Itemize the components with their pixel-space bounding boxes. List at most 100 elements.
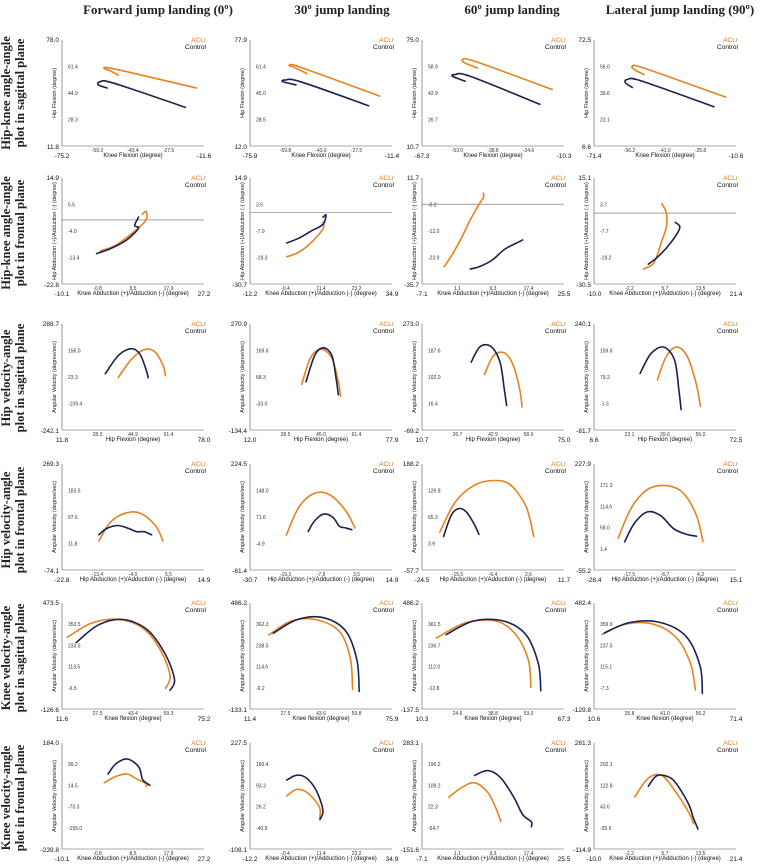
y-max-label: 281.3 bbox=[575, 740, 592, 747]
row-header-0: Hip-knee angle-angle plot in sagittal pla… bbox=[0, 28, 27, 158]
y-axis-title: Hip Flexion (degree) bbox=[52, 68, 58, 118]
x-max-label: 15.1 bbox=[730, 577, 743, 584]
y-tick-label: -4.0 bbox=[68, 229, 77, 235]
y-axis-title: Hip Flexion (degree) bbox=[584, 68, 590, 118]
x-min-label: -30.7 bbox=[243, 577, 258, 584]
legend-aclr: ACLr bbox=[379, 600, 395, 607]
x-tick-label: 9.3 bbox=[490, 851, 497, 857]
row-header-4-line2: plot in sagittal plane bbox=[13, 603, 27, 713]
chart-svg: 273.0 -69.2 10.7 75.0 26.7 42.9 58.9 187.6 102.0… bbox=[403, 321, 571, 444]
x-max-label: 27.2 bbox=[198, 856, 211, 863]
y-axis-title: Angular Velocity (degree/sec) bbox=[584, 620, 590, 692]
y-max-label: 227.9 bbox=[575, 461, 592, 468]
x-min-label: -10.1 bbox=[55, 856, 70, 863]
x-min-label: -10.0 bbox=[587, 291, 602, 298]
series-control-line bbox=[451, 72, 541, 106]
x-tick-label: 59.3 bbox=[164, 711, 174, 717]
legend-aclr: ACLr bbox=[551, 600, 567, 607]
x-tick-label: 23.1 bbox=[625, 432, 635, 438]
x-max-label: 21.4 bbox=[730, 856, 743, 863]
row-header-5: Knee velocity-angle plot in frontal plane bbox=[0, 733, 27, 863]
x-tick-label: 5.5 bbox=[165, 572, 172, 578]
chart-svg: 75.0 10.7 -67.3 -10.3 -53.0 -38.8 -24.6 58.9 42.… bbox=[406, 37, 571, 160]
y-tick-label: 23.3 bbox=[68, 375, 78, 381]
x-max-label: 75.2 bbox=[198, 716, 211, 723]
chart-panel-r0-c2: 75.0 10.7 -67.3 -10.3 -53.0 -38.8 -24.6 58.9 42.… bbox=[400, 34, 571, 164]
y-min-label: -35.7 bbox=[404, 282, 419, 289]
y-axis-title: Hip Abduction (+)/Adduction (-) (degree) bbox=[412, 182, 418, 280]
y-tick-label: -64.7 bbox=[428, 826, 440, 832]
x-tick-label: 39.6 bbox=[660, 432, 670, 438]
x-axis-title: Hip Abduction (+)/Adduction (-) (degree) bbox=[612, 577, 719, 583]
series-aclr-line bbox=[268, 617, 354, 691]
x-max-label: -11.4 bbox=[385, 153, 400, 160]
x-max-label: 25.5 bbox=[558, 856, 571, 863]
y-tick-label: -9.2 bbox=[256, 686, 265, 692]
chart-svg: 184.0 -239.8 -10.1 27.2 -0.8 8.5 17.9 99.2 14.5 -… bbox=[41, 740, 211, 863]
legend-aclr: ACLr bbox=[551, 461, 567, 468]
x-min-label: 10.6 bbox=[588, 716, 601, 723]
y-tick-label: 169.6 bbox=[256, 349, 269, 355]
x-tick-label: 17.4 bbox=[524, 851, 534, 857]
column-header-60deg: 60º jump landing bbox=[464, 2, 560, 17]
x-tick-label: -56.2 bbox=[624, 148, 636, 154]
chart-svg: 270.9 -134.4 12.0 77.9 28.5 45.0 61.4 169.6 68.3… bbox=[229, 321, 399, 444]
y-max-label: 11.7 bbox=[407, 175, 420, 182]
y-axis-title: Angular Velocity (degree/sec) bbox=[240, 760, 246, 832]
x-tick-label: -15.5 bbox=[452, 572, 464, 578]
y-max-label: 270.9 bbox=[231, 321, 248, 328]
y-tick-label: 171.3 bbox=[600, 483, 613, 489]
series-aclr-line bbox=[656, 346, 702, 408]
series-aclr-line bbox=[103, 66, 198, 89]
x-max-label: 14.9 bbox=[198, 577, 211, 584]
y-tick-label: -13.4 bbox=[68, 256, 80, 262]
x-tick-label: 45.0 bbox=[316, 432, 326, 438]
y-tick-label: 202.1 bbox=[600, 762, 613, 768]
chart-panel-r0-c0: 78.0 11.8 -75.2 -11.6 -59.3 -43.4 -27.5 61.4 44.… bbox=[40, 34, 212, 164]
y-min-label: -30.5 bbox=[576, 282, 591, 289]
x-tick-label: -43.4 bbox=[127, 148, 139, 154]
y-max-label: 482.4 bbox=[575, 600, 592, 607]
x-tick-label: -6.4 bbox=[489, 572, 498, 578]
legend-aclr: ACLr bbox=[379, 321, 395, 328]
x-max-label: 11.7 bbox=[558, 577, 571, 584]
series-aclr-line bbox=[447, 781, 502, 823]
row-header-3-line1: Hip velocity-angle bbox=[0, 471, 13, 569]
x-max-label: 21.4 bbox=[730, 291, 743, 298]
x-max-label: -11.6 bbox=[197, 153, 212, 160]
y-tick-label: 39.6 bbox=[600, 91, 610, 97]
y-max-label: 240.1 bbox=[575, 321, 592, 328]
y-min-label: -151.6 bbox=[401, 847, 420, 854]
legend-control: Control bbox=[717, 468, 739, 475]
y-tick-label: 11.8 bbox=[68, 542, 78, 548]
y-max-label: 283.1 bbox=[403, 740, 420, 747]
y-axis-title: Angular Velocity (degree/sec) bbox=[412, 341, 418, 413]
chart-panel-r1-c2: 11.7 -35.7 -7.1 25.5 1.1 9.3 17.4 -0.2 -12.0 -23.… bbox=[400, 172, 571, 302]
x-tick-label: 56.0 bbox=[696, 432, 706, 438]
y-axis-title: Angular Velocity (degree/sec) bbox=[412, 481, 418, 553]
y-tick-label: -1.3 bbox=[600, 402, 609, 408]
y-min-label: 6.6 bbox=[582, 144, 591, 151]
legend-aclr: ACLr bbox=[551, 37, 567, 44]
y-min-label: 12.0 bbox=[234, 144, 247, 151]
chart-panel-r3-c0: 269.3 -74.1 -22.8 14.9 -13.4 -4.0 5.5 183.5 97.6… bbox=[40, 458, 211, 588]
x-min-label: -7.1 bbox=[416, 856, 428, 863]
y-tick-label: -12.0 bbox=[428, 229, 440, 235]
chart-panel-r4-c2: 486.2 -137.5 10.3 67.3 24.6 38.8 53.0 361.5 236.… bbox=[400, 597, 571, 727]
x-min-label: -71.4 bbox=[587, 153, 602, 160]
y-min-label: -239.8 bbox=[41, 847, 60, 854]
x-max-label: 75.0 bbox=[558, 437, 571, 444]
row-header-3-line2: plot in frontal plane bbox=[13, 466, 27, 574]
series-control-line bbox=[623, 510, 698, 543]
y-axis-title: Hip Abduction (+)/Adduction (-) (degree) bbox=[240, 182, 246, 280]
chart-panel-r5-c2: 283.1 -151.6 -7.1 25.5 1.1 9.3 17.4 196.2 109.2 2… bbox=[400, 737, 571, 867]
x-min-label: 12.0 bbox=[244, 437, 257, 444]
row-header-5-line1: Knee velocity-angle bbox=[0, 745, 13, 851]
y-tick-label: 148.0 bbox=[256, 489, 269, 495]
x-axis-title: Knee Flexion (degree) bbox=[463, 153, 522, 159]
y-tick-label: 28.3 bbox=[68, 118, 78, 124]
y-tick-label: -155.0 bbox=[68, 826, 82, 832]
row-header-5-line2: plot in frontal plane bbox=[13, 744, 27, 852]
x-max-label: 25.5 bbox=[558, 291, 571, 298]
y-min-label: -133.1 bbox=[229, 707, 248, 714]
